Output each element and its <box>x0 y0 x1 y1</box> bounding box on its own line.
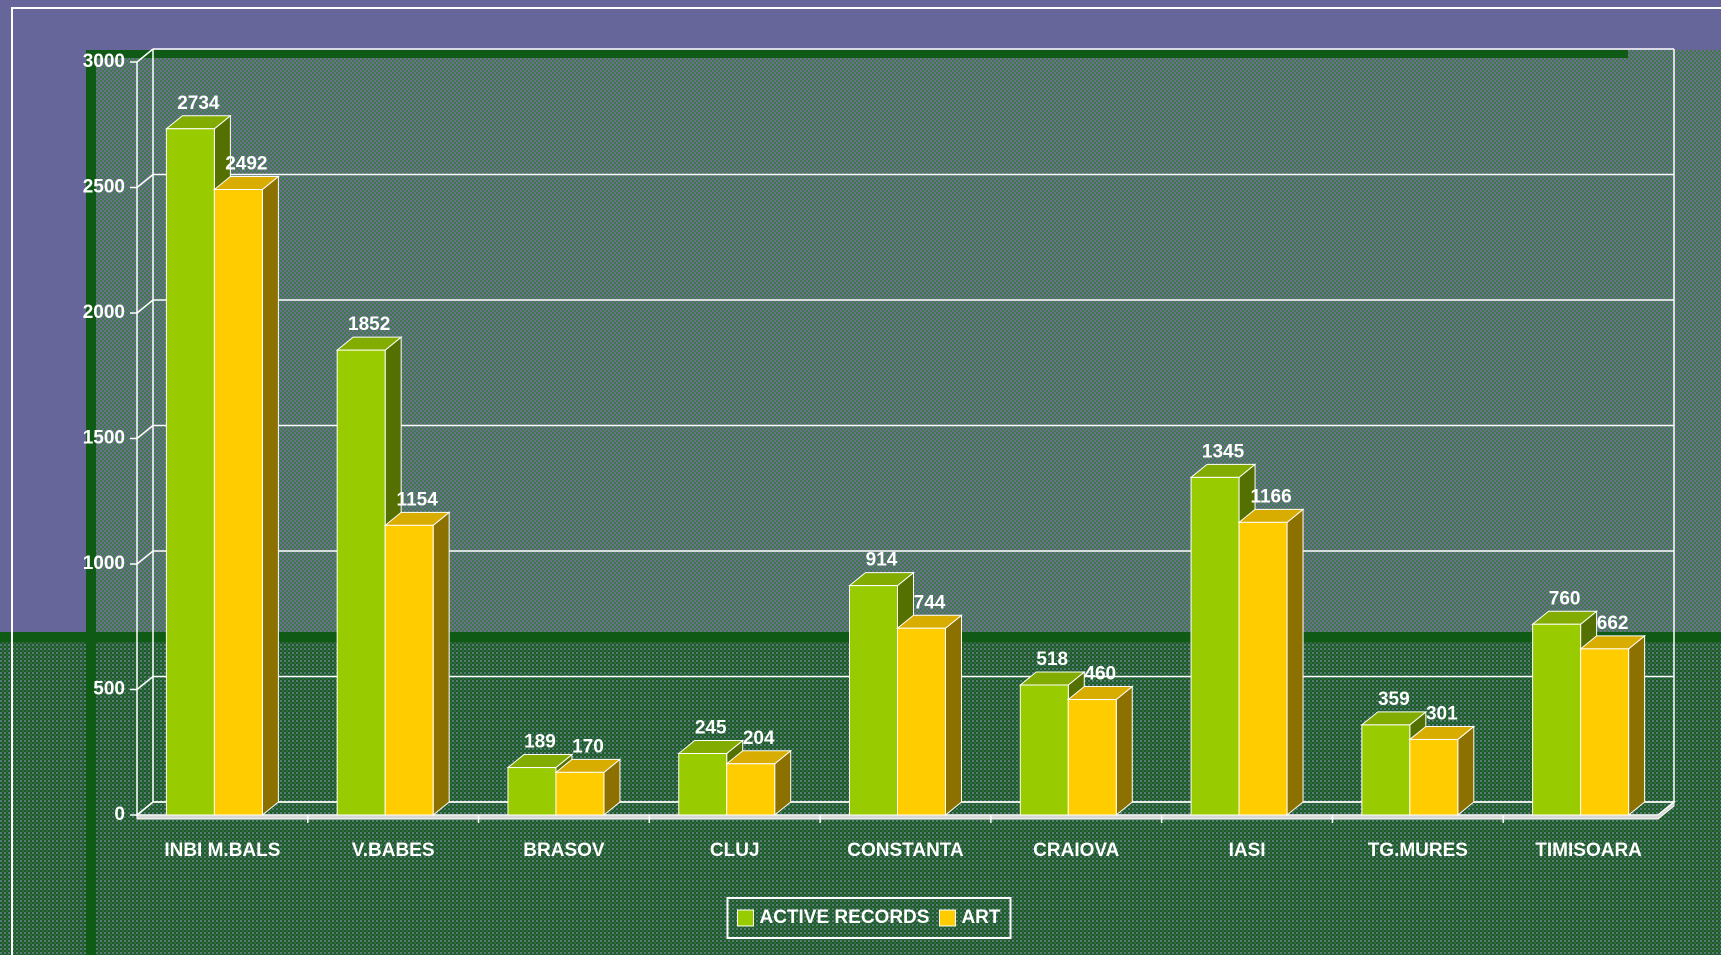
legend-label: ACTIVE RECORDS <box>759 907 929 928</box>
bar <box>725 749 793 817</box>
grid-line-side <box>136 550 154 565</box>
grid-line-side <box>136 424 154 440</box>
x-tick-label: CLUJ <box>710 840 760 861</box>
floor-edge <box>136 800 1675 820</box>
legend: ACTIVE RECORDS ART <box>726 897 1012 939</box>
value-label: 914 <box>866 550 898 571</box>
value-label: 170 <box>572 736 604 757</box>
bar <box>212 175 280 817</box>
legend-swatch <box>736 909 754 927</box>
x-tick-label: V.BABES <box>352 840 435 861</box>
legend-swatch <box>938 909 956 927</box>
purple-band <box>0 0 88 636</box>
y-tick-label: 1500 <box>83 428 125 449</box>
value-label: 189 <box>524 732 556 753</box>
grid-line-side <box>136 675 154 691</box>
x-tick-label: TG.MURES <box>1368 840 1468 861</box>
value-label: 460 <box>1084 664 1116 685</box>
value-label: 245 <box>695 718 727 739</box>
value-label: 760 <box>1549 588 1581 609</box>
bar-front <box>165 128 215 816</box>
bar-side <box>1457 725 1475 817</box>
value-label: 1345 <box>1202 441 1245 462</box>
bar-front <box>1067 699 1117 816</box>
grid-line-side <box>136 48 154 63</box>
y-tick-label: 500 <box>93 679 125 700</box>
bar-side <box>1115 685 1133 817</box>
x-tick-label: BRASOV <box>523 840 605 861</box>
green-rule <box>88 50 1628 58</box>
legend-label: ART <box>961 907 1000 928</box>
bar <box>1237 508 1305 817</box>
value-label: 518 <box>1036 649 1068 670</box>
x-tick-label: TIMISOARA <box>1535 840 1642 861</box>
bar-front <box>1361 724 1411 816</box>
bar-front <box>336 349 386 816</box>
y-tick-label: 0 <box>114 804 125 825</box>
bar-front <box>555 771 605 816</box>
y-tick-label: 2000 <box>83 302 125 323</box>
value-label: 1166 <box>1250 486 1291 507</box>
bar <box>1408 725 1476 817</box>
bar-front <box>507 767 557 816</box>
bar-side <box>945 614 962 817</box>
y-tick-label: 1000 <box>83 553 125 574</box>
value-label: 204 <box>743 728 775 749</box>
bar-front <box>1238 521 1288 816</box>
bar-front <box>213 189 263 816</box>
grid-line-side <box>136 801 154 816</box>
bar-front <box>1019 684 1069 816</box>
bar-side <box>1628 634 1646 817</box>
x-tick-label: CONSTANTA <box>847 840 964 861</box>
bar-front <box>1532 623 1582 816</box>
bar <box>383 511 451 817</box>
value-label: 662 <box>1597 613 1629 634</box>
value-label: 301 <box>1426 703 1458 724</box>
green-rule <box>86 50 96 955</box>
legend-box <box>726 897 1012 939</box>
value-label: 359 <box>1378 689 1410 710</box>
y-tick-label: 2500 <box>83 177 125 198</box>
bar-front <box>678 753 728 816</box>
frame <box>11 7 1721 955</box>
value-label: 2492 <box>225 154 267 175</box>
bar-front <box>1190 476 1240 816</box>
bar-front <box>726 763 776 816</box>
bar <box>554 758 622 817</box>
grid-line-side <box>136 299 154 314</box>
bar-front <box>384 524 434 816</box>
upper-texture <box>88 50 1721 636</box>
bar-front <box>1580 648 1630 816</box>
value-label: 744 <box>914 592 946 613</box>
bar <box>896 614 963 817</box>
y-tick-label: 3000 <box>83 51 125 72</box>
value-label: 1852 <box>348 314 390 335</box>
bar-side <box>261 175 279 817</box>
x-tick-label: CRAIOVA <box>1033 840 1119 861</box>
bar <box>1579 634 1647 817</box>
grid-line-side <box>136 173 154 189</box>
x-tick-label: INBI M.BALS <box>164 840 280 861</box>
bar-side <box>432 511 450 817</box>
value-label: 1154 <box>397 489 439 510</box>
bar-front <box>1409 738 1459 816</box>
bar <box>1066 685 1134 817</box>
bar-side <box>1286 508 1304 817</box>
bar-front <box>849 585 898 816</box>
bar-front <box>897 627 946 816</box>
x-tick-label: IASI <box>1229 840 1266 861</box>
value-label: 2734 <box>177 93 220 114</box>
